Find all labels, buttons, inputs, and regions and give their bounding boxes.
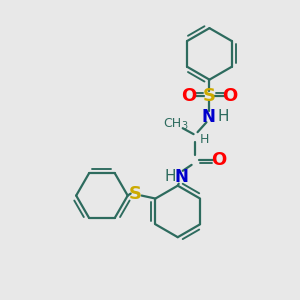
Text: N: N xyxy=(202,108,215,126)
Text: S: S xyxy=(203,86,216,104)
Text: H: H xyxy=(164,169,176,184)
Text: H: H xyxy=(200,133,209,146)
Text: N: N xyxy=(175,168,189,186)
Text: 3: 3 xyxy=(182,121,188,131)
Text: O: O xyxy=(211,151,226,169)
Text: O: O xyxy=(223,86,238,104)
Text: S: S xyxy=(129,184,142,202)
Text: H: H xyxy=(218,109,229,124)
Text: O: O xyxy=(181,86,196,104)
Text: CH: CH xyxy=(164,117,182,130)
